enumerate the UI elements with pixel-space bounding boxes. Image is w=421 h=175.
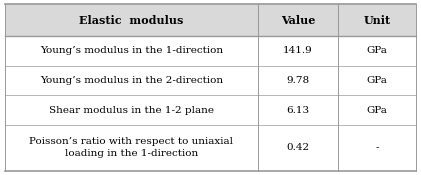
Text: 6.13: 6.13 bbox=[286, 106, 309, 114]
Text: Young’s modulus in the 2-direction: Young’s modulus in the 2-direction bbox=[40, 76, 223, 85]
Text: -: - bbox=[375, 143, 378, 152]
Bar bbox=[5, 4, 416, 36]
Text: Unit: Unit bbox=[363, 15, 390, 26]
Text: 141.9: 141.9 bbox=[283, 46, 313, 55]
Text: 9.78: 9.78 bbox=[286, 76, 309, 85]
Text: GPa: GPa bbox=[366, 106, 387, 114]
Text: Young’s modulus in the 1-direction: Young’s modulus in the 1-direction bbox=[40, 46, 223, 55]
Text: Elastic  modulus: Elastic modulus bbox=[79, 15, 184, 26]
Text: 0.42: 0.42 bbox=[286, 143, 309, 152]
Text: Poisson’s ratio with respect to uniaxial
loading in the 1-direction: Poisson’s ratio with respect to uniaxial… bbox=[29, 137, 233, 158]
Text: GPa: GPa bbox=[366, 46, 387, 55]
Text: Value: Value bbox=[281, 15, 315, 26]
Text: Shear modulus in the 1-2 plane: Shear modulus in the 1-2 plane bbox=[49, 106, 214, 114]
Text: GPa: GPa bbox=[366, 76, 387, 85]
Bar bbox=[5, 36, 416, 171]
